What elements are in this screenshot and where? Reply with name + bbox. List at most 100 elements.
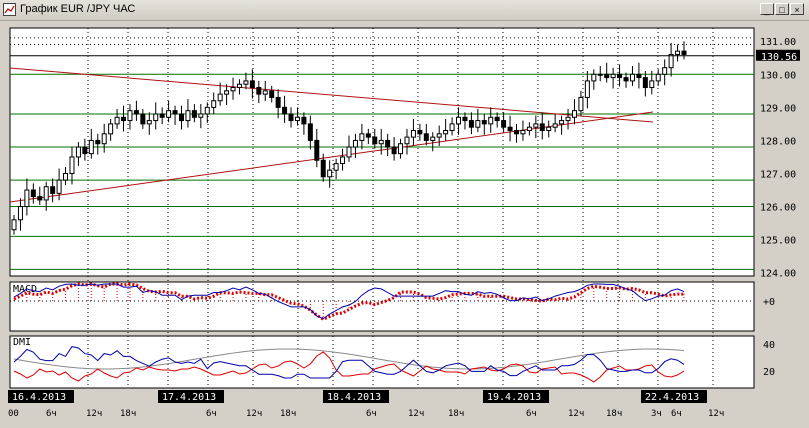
candle-body[interactable]: [24, 189, 30, 208]
candle-body[interactable]: [398, 143, 404, 155]
candle-body[interactable]: [75, 146, 81, 158]
candle-body[interactable]: [385, 139, 391, 148]
candle-body[interactable]: [423, 133, 429, 141]
candle-body[interactable]: [507, 126, 513, 132]
candle-body[interactable]: [475, 120, 481, 128]
candle-body[interactable]: [314, 139, 320, 161]
candle-body[interactable]: [520, 130, 526, 135]
candle-body[interactable]: [294, 116, 300, 122]
candle-body[interactable]: [410, 130, 416, 138]
candle-body[interactable]: [50, 186, 56, 194]
candle-body[interactable]: [275, 96, 281, 108]
price-chart[interactable]: 130.56 131.00 130.00 129.00 128.00 127.00 126…: [8, 26, 804, 420]
candle-body[interactable]: [133, 110, 139, 115]
candle-body[interactable]: [37, 196, 43, 201]
candle-body[interactable]: [546, 126, 552, 132]
candle-body[interactable]: [571, 110, 577, 118]
dmi-plus-line[interactable]: [13, 346, 685, 379]
close-button[interactable]: ×: [790, 3, 804, 15]
candle-body[interactable]: [552, 123, 558, 128]
candle-body[interactable]: [30, 189, 36, 198]
candle-body[interactable]: [217, 93, 223, 102]
candle-body[interactable]: [494, 116, 500, 122]
candle-body[interactable]: [359, 133, 365, 141]
candle-body[interactable]: [95, 139, 101, 145]
candle-body[interactable]: [17, 206, 23, 221]
candle-body[interactable]: [372, 136, 378, 145]
candle-body[interactable]: [224, 90, 230, 95]
candle-body[interactable]: [514, 130, 519, 135]
candle-body[interactable]: [533, 123, 539, 128]
candle-body[interactable]: [404, 136, 410, 145]
candle-body[interactable]: [443, 130, 449, 135]
candle-body[interactable]: [243, 80, 249, 85]
candle-body[interactable]: [365, 133, 371, 138]
candle-body[interactable]: [282, 106, 288, 115]
candle-body[interactable]: [121, 116, 127, 122]
candle-body[interactable]: [449, 123, 455, 132]
candle-body[interactable]: [636, 73, 642, 79]
maximize-button[interactable]: □: [775, 3, 789, 15]
candle-body[interactable]: [617, 73, 623, 79]
candle-body[interactable]: [642, 77, 648, 89]
candle-body[interactable]: [391, 146, 397, 155]
candle-body[interactable]: [662, 67, 668, 75]
candle-body[interactable]: [108, 123, 114, 135]
candle-body[interactable]: [378, 139, 384, 145]
candle-body[interactable]: [488, 116, 494, 125]
candle-body[interactable]: [211, 100, 217, 108]
candle-body[interactable]: [191, 110, 197, 118]
candle-body[interactable]: [481, 120, 487, 125]
candle-body[interactable]: [501, 120, 507, 128]
candle-body[interactable]: [327, 169, 333, 178]
macd-line[interactable]: [13, 283, 685, 320]
candle-body[interactable]: [333, 163, 339, 171]
candle-body[interactable]: [88, 139, 94, 155]
candle-body[interactable]: [456, 116, 462, 125]
candle-body[interactable]: [604, 73, 610, 79]
candle-body[interactable]: [172, 110, 178, 115]
candle-body[interactable]: [146, 120, 152, 125]
candle-body[interactable]: [249, 80, 255, 89]
candle-body[interactable]: [462, 116, 468, 122]
candle-body[interactable]: [668, 53, 674, 69]
candle-body[interactable]: [236, 83, 242, 89]
candle-body[interactable]: [288, 113, 294, 122]
candle-body[interactable]: [82, 146, 88, 155]
candle-body[interactable]: [436, 133, 442, 138]
candle-body[interactable]: [675, 50, 681, 55]
candle-body[interactable]: [352, 139, 358, 148]
candle-body[interactable]: [63, 172, 69, 181]
candle-body[interactable]: [204, 106, 210, 115]
trendline-descending[interactable]: [9, 67, 654, 123]
candle-body[interactable]: [417, 130, 423, 135]
candle-body[interactable]: [269, 90, 275, 98]
candle-body[interactable]: [159, 113, 165, 118]
candle-body[interactable]: [346, 146, 352, 158]
candle-body[interactable]: [166, 110, 172, 118]
candle-body[interactable]: [114, 116, 120, 125]
candle-body[interactable]: [153, 113, 159, 122]
minimize-button[interactable]: _: [760, 3, 774, 15]
candle-body[interactable]: [655, 73, 661, 82]
candle-body[interactable]: [320, 159, 326, 178]
candle-body[interactable]: [681, 50, 687, 55]
candle-body[interactable]: [127, 110, 133, 122]
candle-body[interactable]: [198, 113, 204, 118]
candle-body[interactable]: [43, 186, 49, 201]
candle-body[interactable]: [539, 123, 545, 132]
macd-signal-line[interactable]: [13, 282, 684, 321]
candle-body[interactable]: [230, 87, 236, 92]
candle-body[interactable]: [629, 73, 635, 82]
candle-body[interactable]: [591, 73, 597, 82]
candle-body[interactable]: [584, 80, 590, 98]
candle-body[interactable]: [340, 156, 346, 165]
trendline-ascending[interactable]: [9, 111, 654, 203]
candle-body[interactable]: [307, 123, 313, 141]
candle-body[interactable]: [430, 136, 436, 141]
candle-body[interactable]: [623, 77, 629, 82]
candle-body[interactable]: [610, 73, 616, 79]
candle-body[interactable]: [597, 73, 603, 76]
candle-body[interactable]: [101, 133, 107, 145]
candle-body[interactable]: [578, 96, 584, 112]
